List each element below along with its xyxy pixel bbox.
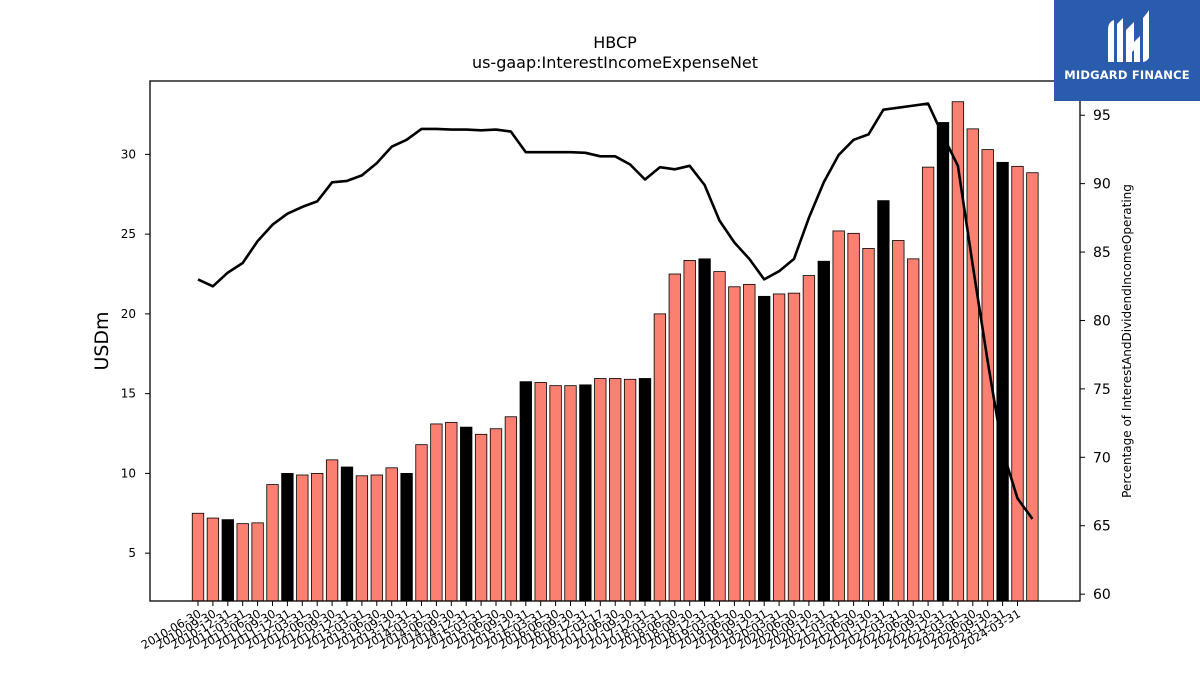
bar xyxy=(668,273,681,602)
y-tick-label: 5 xyxy=(128,546,136,560)
bar xyxy=(549,385,562,602)
bar xyxy=(817,260,830,602)
bar xyxy=(266,484,279,602)
bar xyxy=(564,385,577,602)
y2-tick-label: 65 xyxy=(1093,519,1111,535)
bar xyxy=(191,512,205,602)
bar xyxy=(534,382,547,602)
y-axis-left: 5 10 15 20 25 30 xyxy=(121,147,150,560)
brand-logo: MIDGARD FINANCE xyxy=(1054,0,1200,101)
bar xyxy=(579,384,592,602)
bar xyxy=(296,474,309,602)
bar xyxy=(862,248,875,602)
bar xyxy=(519,381,532,602)
bar xyxy=(847,232,860,602)
bar xyxy=(772,293,786,602)
bar xyxy=(936,122,950,602)
bar xyxy=(445,421,458,602)
bar xyxy=(758,295,771,602)
bar xyxy=(832,230,845,602)
bar xyxy=(698,258,711,602)
bar xyxy=(415,444,428,602)
bar xyxy=(385,467,398,602)
bar xyxy=(623,378,637,602)
y-tick-label: 15 xyxy=(121,387,136,401)
bar xyxy=(460,426,473,602)
bar xyxy=(400,472,413,602)
bar xyxy=(877,200,890,602)
bar xyxy=(728,286,741,602)
bar xyxy=(594,378,607,602)
bar xyxy=(430,423,443,602)
bar xyxy=(907,258,920,602)
y2-tick-label: 60 xyxy=(1093,587,1111,603)
y-tick-label: 20 xyxy=(121,307,136,321)
y2-tick-label: 75 xyxy=(1093,382,1111,398)
bar xyxy=(221,519,234,602)
bar xyxy=(996,161,1009,602)
bar xyxy=(504,416,518,602)
y2-tick-label: 70 xyxy=(1093,450,1111,466)
bar xyxy=(1011,165,1024,602)
bar xyxy=(981,149,994,602)
line-series xyxy=(197,102,1034,520)
chart-subtitle: us-gaap:InterestIncomeExpenseNet xyxy=(472,53,758,72)
midgard-logo-icon xyxy=(1108,10,1149,62)
bar xyxy=(206,517,220,602)
bar xyxy=(638,378,652,602)
y-axis-label: USDm xyxy=(91,311,113,370)
y2-axis-label: Percentage of InterestAndDividendIncomeO… xyxy=(1120,184,1134,498)
bar xyxy=(1026,172,1039,602)
bar xyxy=(683,260,696,602)
bar xyxy=(802,275,816,602)
bar xyxy=(489,428,503,602)
y-tick-label: 30 xyxy=(121,147,136,161)
bar xyxy=(281,472,294,602)
bar xyxy=(311,472,324,602)
x-axis: 2010-06-302010-09-302010-12-312011-03-31… xyxy=(139,601,1023,652)
bar xyxy=(474,433,488,602)
bar xyxy=(236,523,249,602)
y2-tick-label: 85 xyxy=(1093,245,1111,261)
bar xyxy=(340,466,354,602)
y2-tick-label: 95 xyxy=(1093,108,1111,124)
bar xyxy=(355,475,369,602)
bar xyxy=(892,240,905,602)
bar xyxy=(251,522,264,602)
y-axis-right: 60 65 70 75 80 85 90 95 xyxy=(1080,108,1111,603)
line-path xyxy=(197,102,1034,520)
chart-title: HBCP xyxy=(593,33,637,52)
y-tick-label: 25 xyxy=(121,227,136,241)
bar xyxy=(325,459,339,602)
bar xyxy=(653,313,667,602)
bar xyxy=(713,271,726,602)
logo-text: MIDGARD FINANCE xyxy=(1064,68,1190,82)
bar xyxy=(743,283,756,602)
y-tick-label: 10 xyxy=(121,466,136,480)
bar xyxy=(921,166,935,602)
y2-tick-label: 80 xyxy=(1093,313,1111,329)
bar xyxy=(966,128,979,602)
y2-tick-label: 90 xyxy=(1093,177,1111,193)
bar-series xyxy=(191,101,1039,602)
bar xyxy=(951,101,965,602)
bar xyxy=(370,474,383,602)
bar xyxy=(609,378,622,602)
bar xyxy=(787,292,801,602)
